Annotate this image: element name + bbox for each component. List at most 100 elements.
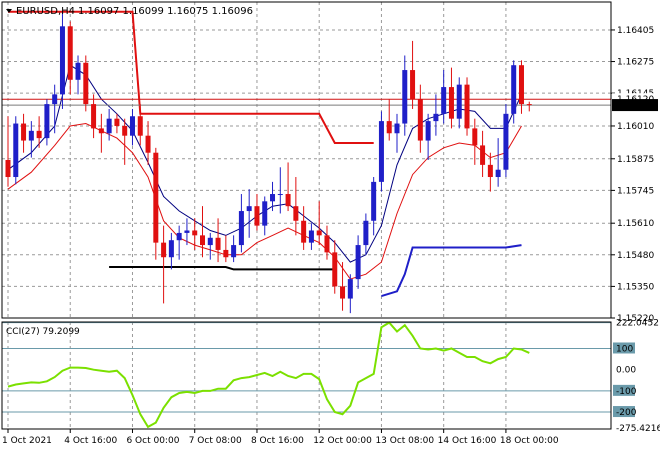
candle-body xyxy=(91,104,97,129)
candle xyxy=(231,235,237,263)
candle xyxy=(503,104,509,178)
candle xyxy=(246,189,252,238)
candle xyxy=(332,240,338,294)
candle-body xyxy=(161,242,167,258)
candle-body xyxy=(293,206,299,221)
candle-body xyxy=(36,130,42,139)
cci-level-tag-background xyxy=(613,384,635,396)
candle-body xyxy=(200,235,205,246)
current-price-tag-background xyxy=(612,99,658,112)
candle xyxy=(28,121,34,158)
candle xyxy=(254,194,260,231)
symbol-label: EURUSD,H4 xyxy=(16,6,75,17)
candle-body xyxy=(378,121,384,182)
lower-level-line xyxy=(109,266,335,271)
time-tick-label: 4 Oct 16:00 xyxy=(64,436,117,446)
candle xyxy=(59,11,65,109)
price-tick-label: 1.16405 xyxy=(617,26,654,36)
candle-body xyxy=(21,123,27,141)
candle xyxy=(487,152,493,192)
candle xyxy=(238,194,244,253)
candle xyxy=(363,213,369,255)
candle-body xyxy=(145,135,151,153)
candle xyxy=(262,196,268,236)
candle xyxy=(308,223,314,250)
candle-body xyxy=(215,237,221,250)
cci-series-line xyxy=(7,321,530,429)
cci-level-tag-background xyxy=(613,342,635,354)
candle-body xyxy=(106,118,112,134)
candle-body xyxy=(168,240,174,258)
candle-body xyxy=(332,252,338,287)
candle xyxy=(285,162,291,212)
candle-body xyxy=(262,201,268,226)
candle xyxy=(378,111,384,192)
time-tick-label: 8 Oct 16:00 xyxy=(251,436,304,446)
candle xyxy=(277,167,283,214)
candle-body xyxy=(83,62,89,105)
candle-body xyxy=(487,164,493,178)
candle xyxy=(67,21,73,95)
candle xyxy=(394,113,400,153)
candle-body xyxy=(114,118,120,126)
time-tick-label: 13 Oct 08:00 xyxy=(375,436,434,446)
candle xyxy=(293,177,299,236)
candle xyxy=(184,218,190,246)
candle xyxy=(324,225,330,260)
time-tick-label: 14 Oct 16:00 xyxy=(438,436,497,446)
candle-body xyxy=(270,194,276,202)
candle-body xyxy=(324,235,330,253)
cci-line xyxy=(7,321,530,429)
candle-body xyxy=(13,123,19,178)
candle-body xyxy=(176,232,182,241)
price-tick-label: 1.15610 xyxy=(617,219,654,229)
ohlc-label: 1.16097 1.16099 1.16075 1.16096 xyxy=(78,6,253,17)
candle-body xyxy=(246,206,252,212)
time-tick-label: 18 Oct 00:00 xyxy=(500,436,559,446)
candle xyxy=(456,77,462,129)
candle-body xyxy=(355,245,361,280)
candle xyxy=(223,235,229,263)
time-axis: 1 Oct 2021 4 Oct 16:00 6 Oct 00:00 7 Oct 08… xyxy=(2,429,559,446)
cci-axis-label: -100 xyxy=(616,387,637,397)
candle-body xyxy=(511,65,517,114)
candle-body xyxy=(456,84,462,119)
candle xyxy=(518,60,524,114)
cci-axis-label: -200 xyxy=(616,408,637,418)
candle xyxy=(75,55,81,95)
upper-level-line xyxy=(8,10,374,144)
candle xyxy=(83,55,89,112)
candle xyxy=(176,225,182,260)
candle xyxy=(13,116,19,185)
time-tick-label: 1 Oct 2021 xyxy=(2,436,52,446)
candle xyxy=(114,113,120,134)
cci-axis-label: 0.00 xyxy=(616,366,636,376)
candle-body xyxy=(129,116,135,136)
candle-body xyxy=(98,128,104,134)
candle-body xyxy=(122,125,128,136)
candle-body xyxy=(417,99,423,141)
candle xyxy=(495,138,501,187)
candle-body xyxy=(231,245,237,258)
time-tick-label: 12 Oct 00:00 xyxy=(313,436,372,446)
candle-body xyxy=(238,211,244,246)
candle-body xyxy=(363,220,369,246)
candlesticks xyxy=(5,11,532,314)
candle-body xyxy=(59,26,65,95)
candle-body xyxy=(28,130,34,141)
collapse-triangle-icon[interactable] xyxy=(6,9,12,13)
candle-body xyxy=(340,286,346,299)
candle-body xyxy=(410,70,416,100)
candle-body xyxy=(472,128,478,146)
candle xyxy=(207,232,213,260)
candle-body xyxy=(480,145,486,165)
candle-body xyxy=(316,230,322,236)
candle xyxy=(168,232,174,270)
candle-body xyxy=(347,279,353,299)
candle xyxy=(402,55,408,136)
candle-body xyxy=(371,181,377,221)
candle-body xyxy=(301,220,307,243)
candle xyxy=(433,94,439,136)
